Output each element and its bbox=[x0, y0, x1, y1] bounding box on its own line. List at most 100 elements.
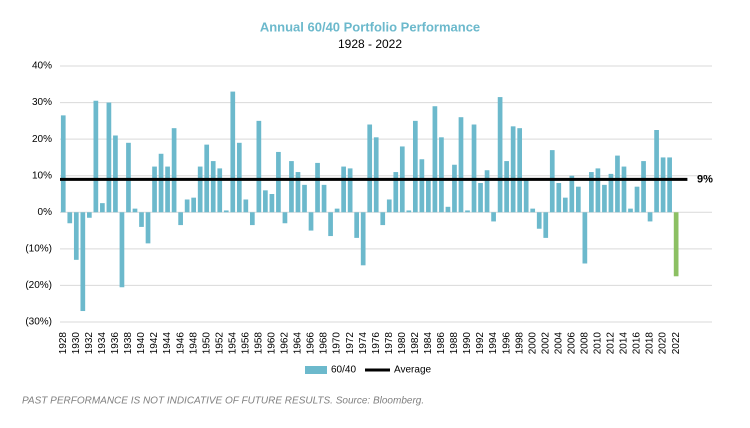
x-tick-label: 1994 bbox=[488, 332, 499, 355]
bar bbox=[575, 186, 581, 213]
bar bbox=[595, 168, 601, 213]
x-tick-label: 1950 bbox=[201, 332, 212, 355]
bar bbox=[354, 212, 360, 238]
chart-subtitle: 1928 - 2022 bbox=[338, 37, 402, 51]
x-tick-label: 1958 bbox=[254, 332, 265, 355]
bar bbox=[673, 212, 679, 277]
x-tick-label: 2022 bbox=[671, 332, 682, 355]
bar bbox=[86, 212, 92, 218]
bar bbox=[458, 117, 464, 213]
bar bbox=[373, 137, 379, 213]
bar bbox=[60, 115, 66, 213]
x-tick-label: 2008 bbox=[580, 332, 591, 355]
bar bbox=[132, 208, 138, 213]
legend-label: Average bbox=[394, 365, 432, 376]
bar bbox=[608, 173, 614, 213]
bar bbox=[510, 126, 516, 213]
bar bbox=[426, 179, 431, 213]
bar bbox=[647, 212, 653, 222]
bar bbox=[536, 212, 542, 229]
bar bbox=[126, 142, 131, 213]
y-tick-label: 0% bbox=[38, 207, 53, 218]
bar bbox=[119, 212, 125, 288]
x-tick-label: 1978 bbox=[384, 332, 395, 355]
x-tick-label: 2006 bbox=[566, 332, 577, 355]
bar bbox=[504, 161, 509, 213]
bar bbox=[223, 210, 229, 213]
bar bbox=[243, 199, 249, 213]
bar bbox=[308, 212, 314, 231]
bar bbox=[341, 166, 346, 213]
bar bbox=[634, 186, 640, 213]
bar bbox=[263, 190, 268, 213]
x-tick-label: 1986 bbox=[436, 332, 447, 355]
bar bbox=[406, 210, 412, 213]
bar bbox=[432, 106, 438, 213]
x-tick-label: 1928 bbox=[58, 332, 69, 355]
legend-label: 60/40 bbox=[331, 365, 356, 376]
x-tick-label: 1942 bbox=[149, 332, 160, 355]
bar bbox=[660, 157, 666, 213]
x-tick-label: 1954 bbox=[227, 332, 238, 355]
bar bbox=[295, 172, 301, 213]
x-tick-label: 1932 bbox=[84, 332, 95, 355]
x-tick-label: 1968 bbox=[319, 332, 330, 355]
footnote: PAST PERFORMANCE IS NOT INDICATIVE OF FU… bbox=[22, 396, 424, 407]
bar bbox=[562, 197, 568, 213]
y-tick-label: 40% bbox=[32, 61, 52, 72]
bar bbox=[615, 155, 620, 213]
bar bbox=[569, 175, 575, 213]
bar bbox=[197, 166, 203, 213]
x-tick-label: 1964 bbox=[293, 332, 304, 355]
bar bbox=[582, 212, 588, 264]
bar bbox=[556, 183, 562, 213]
bar bbox=[145, 212, 151, 244]
bar bbox=[347, 168, 353, 213]
bar bbox=[465, 210, 470, 213]
x-tick-label: 1988 bbox=[449, 332, 460, 355]
bar bbox=[276, 151, 281, 213]
bar bbox=[158, 153, 164, 213]
bar bbox=[549, 150, 555, 213]
bar bbox=[321, 184, 327, 213]
x-tick-label: 1934 bbox=[97, 332, 108, 355]
x-tick-label: 2018 bbox=[645, 332, 656, 355]
bar bbox=[165, 166, 170, 213]
bar bbox=[217, 168, 223, 213]
x-tick-label: 2002 bbox=[540, 332, 551, 355]
bar bbox=[139, 212, 144, 227]
x-tick-label: 2010 bbox=[593, 332, 604, 355]
x-tick-label: 1936 bbox=[110, 332, 121, 355]
y-tick-label: (10%) bbox=[25, 243, 52, 254]
bar bbox=[67, 212, 73, 224]
bar bbox=[439, 137, 444, 213]
x-tick-label: 1930 bbox=[71, 332, 82, 355]
x-tick-label: 2016 bbox=[632, 332, 643, 355]
x-tick-label: 1970 bbox=[332, 332, 343, 355]
x-tick-label: 2012 bbox=[606, 332, 617, 355]
y-tick-label: 20% bbox=[32, 134, 52, 145]
bar bbox=[249, 212, 255, 226]
bar bbox=[367, 124, 373, 213]
bar bbox=[543, 212, 549, 238]
x-tick-label: 2020 bbox=[658, 332, 669, 355]
bar bbox=[289, 161, 294, 213]
x-tick-label: 1940 bbox=[136, 332, 147, 355]
bar bbox=[113, 135, 118, 213]
bar bbox=[210, 161, 216, 213]
bar bbox=[360, 212, 366, 266]
legend-swatch bbox=[305, 366, 327, 374]
bar bbox=[315, 162, 320, 213]
x-tick-label: 2000 bbox=[527, 332, 538, 355]
x-tick-label: 1976 bbox=[371, 332, 382, 355]
y-tick-label: 30% bbox=[32, 97, 52, 108]
bar bbox=[523, 179, 529, 213]
bar bbox=[171, 128, 177, 213]
bar bbox=[491, 212, 496, 222]
bar bbox=[328, 212, 333, 237]
bar bbox=[334, 208, 340, 213]
x-tick-label: 1982 bbox=[410, 332, 421, 355]
x-tick-label: 1948 bbox=[188, 332, 199, 355]
x-tick-label: 1972 bbox=[345, 332, 356, 355]
bar bbox=[484, 170, 490, 213]
